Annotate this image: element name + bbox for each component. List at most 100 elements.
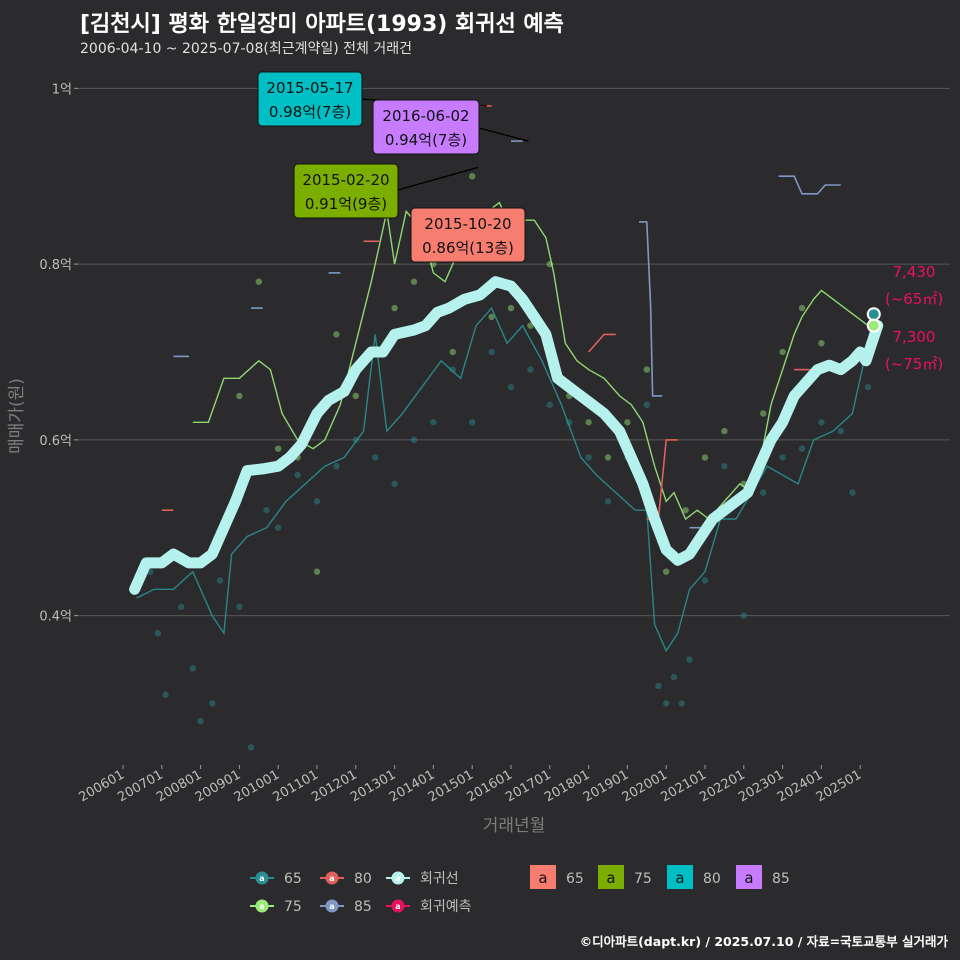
legend-box — [530, 865, 556, 889]
legend-box — [598, 865, 624, 889]
y-tick-label: 1억 — [52, 82, 72, 97]
legend-key-dot — [391, 871, 405, 885]
gridlines — [78, 87, 950, 617]
scatter-point-s75 — [255, 278, 262, 285]
scatter-point-s65 — [678, 700, 685, 707]
callout-box — [293, 163, 399, 219]
legend-box-glyph: a — [606, 869, 615, 887]
scatter-point-s65 — [740, 612, 747, 619]
legend: a 65 a 80 a 회귀선 a 75 a 85 a 회귀예측 a 65 a 75 a 80 a 85 — [250, 865, 790, 915]
legend-box — [736, 865, 762, 889]
scatter-point-s75 — [275, 445, 282, 452]
legend-label: 65 — [284, 871, 302, 887]
scatter-point-s65 — [275, 524, 282, 531]
callout-box — [372, 99, 480, 155]
scatter-point-s65 — [294, 471, 301, 479]
legend-key-glyph: a — [329, 902, 334, 911]
prediction-value: 7,300 — [893, 328, 936, 346]
scatter-point-s75 — [352, 392, 359, 400]
scatter-point-s65 — [864, 383, 872, 391]
scatter-point-s65 — [313, 498, 321, 505]
scatter-point-s75 — [663, 568, 670, 575]
scatter-point-s65 — [189, 665, 197, 672]
scatter-point-s65 — [449, 366, 456, 373]
legend-key-dot — [255, 871, 269, 885]
y-tick-label: 0.6억 — [39, 434, 72, 449]
legend-box-glyph: a — [675, 869, 684, 887]
callout-price: 0.98억(7층) — [269, 103, 351, 121]
scatter-point-s65 — [507, 383, 515, 391]
scatter-point-s65 — [721, 463, 728, 470]
scatter-point-s65 — [701, 577, 709, 584]
y-tick-label: 0.4억 — [39, 610, 72, 625]
scatter-point-s65 — [760, 489, 767, 496]
callout-leader — [474, 126, 529, 142]
scatter-point-s75 — [313, 568, 321, 575]
prediction-area: (~65㎡) — [885, 290, 943, 308]
scatter-point-s75 — [585, 419, 592, 426]
x-axis-title: 거래년월 — [483, 816, 546, 836]
prediction-value: 7,430 — [893, 263, 936, 281]
scatter-point-s65 — [333, 463, 340, 470]
end-labels: 7,430 (~65㎡) 7,300 (~75㎡) — [866, 263, 943, 373]
scatter-point-s65 — [686, 656, 693, 663]
scatter-point-s65 — [178, 603, 185, 611]
scatter-point-s75 — [760, 410, 767, 417]
source-credit: ©디아파트(dapt.kr) / 2025.07.10 / 자료=국토교통부 실… — [579, 934, 948, 949]
scatter-point-s65 — [372, 454, 379, 461]
scatter-point-s75 — [236, 392, 243, 400]
scatter-point-s65 — [643, 401, 650, 408]
series-segment-85 — [778, 175, 841, 195]
legend-box-label: 65 — [566, 871, 584, 887]
scatter-point-s65 — [410, 436, 418, 444]
callout-date: 2015-05-17 — [266, 79, 353, 97]
y-axis-ticks: 0.4억 0.6억 0.8억 1억 — [39, 82, 78, 625]
legend-box-label: 80 — [703, 871, 721, 887]
scatter-point-s75 — [643, 366, 650, 373]
callout-date: 2015-10-20 — [424, 215, 511, 233]
scatter-point-s65 — [779, 454, 786, 461]
legend-key-dot — [325, 871, 339, 885]
scatter-point-s65 — [546, 401, 553, 408]
series-segment-85 — [639, 221, 663, 397]
scatter-point-s65 — [352, 436, 359, 444]
scatter-point-s65 — [391, 480, 398, 487]
scatter-point-s75 — [488, 313, 495, 321]
callout-box — [410, 207, 526, 263]
legend-label: 75 — [284, 899, 302, 915]
scatter-point-s65 — [818, 419, 825, 426]
scatter-point-s75 — [410, 278, 418, 285]
scatter-point-s75 — [624, 419, 631, 426]
scatter-point-s75 — [604, 454, 612, 461]
scatter-point-s75 — [469, 173, 476, 180]
scatter-point-s65 — [236, 603, 243, 611]
scatter-point-s65 — [488, 348, 495, 356]
legend-label: 회귀예측 — [420, 899, 472, 915]
x-tick-label: 202501 — [814, 767, 864, 805]
prediction-area: (~75㎡) — [885, 355, 943, 373]
scatter-point-s75 — [798, 304, 806, 312]
chart-title: [김천시] 평화 한일장미 아파트(1993) 회귀선 예측 — [80, 12, 564, 37]
legend-label: 80 — [354, 871, 372, 887]
regression-line — [129, 276, 884, 595]
scatter-point-s65 — [209, 700, 216, 707]
prediction-marker — [866, 307, 881, 322]
scatter-point-s65 — [247, 744, 255, 751]
scatter-point-s75 — [507, 304, 515, 312]
callout-price: 0.91억(9층) — [305, 195, 387, 213]
series-lines — [129, 105, 884, 653]
callout-date: 2016-06-02 — [382, 107, 469, 125]
callout-price: 0.86억(13층) — [422, 239, 514, 257]
scatter-point-s65 — [655, 682, 662, 690]
scatter-point-s75 — [779, 348, 786, 356]
scatter-point-s65 — [849, 489, 856, 496]
scatter-point-s75 — [449, 348, 456, 356]
scatter-point-s75 — [333, 331, 340, 338]
scatter-point-s65 — [837, 427, 844, 435]
callout-box — [257, 71, 363, 127]
series-segment-80 — [587, 333, 616, 353]
scatter-point-s65 — [585, 454, 592, 461]
legend-key-glyph: a — [395, 902, 400, 911]
legend-key-glyph: a — [329, 874, 334, 883]
